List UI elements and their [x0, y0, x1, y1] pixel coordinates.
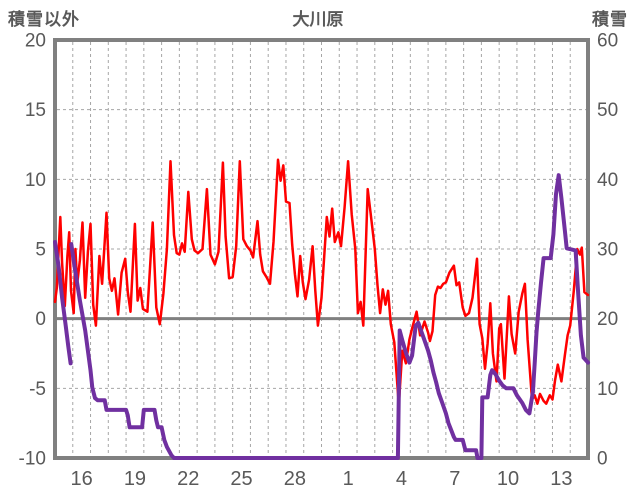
right-axis-tick-label: 10	[597, 379, 618, 400]
left-axis-tick-label: 0	[35, 309, 46, 330]
right-axis-tick-label: 50	[597, 100, 618, 121]
x-axis-tick-label: 7	[449, 468, 460, 490]
left-axis-title: 積雪以外	[8, 10, 80, 29]
temperature-line	[53, 158, 590, 407]
right-axis-tick-label: 40	[597, 170, 618, 191]
right-axis-tick-label: 20	[597, 309, 618, 330]
left-axis-tick-label: 5	[35, 240, 46, 261]
right-axis-tick-label: 60	[597, 31, 618, 52]
x-axis-tick-label: 10	[497, 468, 519, 490]
right-axis-tick-label: 30	[597, 240, 618, 261]
x-axis-tick-label: 28	[284, 468, 306, 490]
left-axis-tick-label: 20	[25, 31, 46, 52]
x-axis-tick-label: 16	[71, 468, 93, 490]
x-axis-tick-label: 13	[550, 468, 572, 490]
chart-title: 大川原	[292, 10, 344, 29]
snow-depth-line	[53, 173, 590, 460]
left-axis-tick-label: -10	[19, 449, 46, 470]
x-axis-tick-label: 25	[230, 468, 252, 490]
left-axis-tick-label: -5	[29, 379, 46, 400]
x-axis-tick-label: 22	[177, 468, 199, 490]
right-axis-tick-label: 0	[597, 449, 608, 470]
left-axis-tick-label: 15	[25, 100, 46, 121]
x-axis-tick-label: 19	[124, 468, 146, 490]
x-axis-tick-label: 4	[396, 468, 407, 490]
right-axis-title: 積雪	[592, 10, 628, 29]
left-axis-tick-label: 10	[25, 170, 46, 191]
x-axis-tick-label: 1	[343, 468, 354, 490]
